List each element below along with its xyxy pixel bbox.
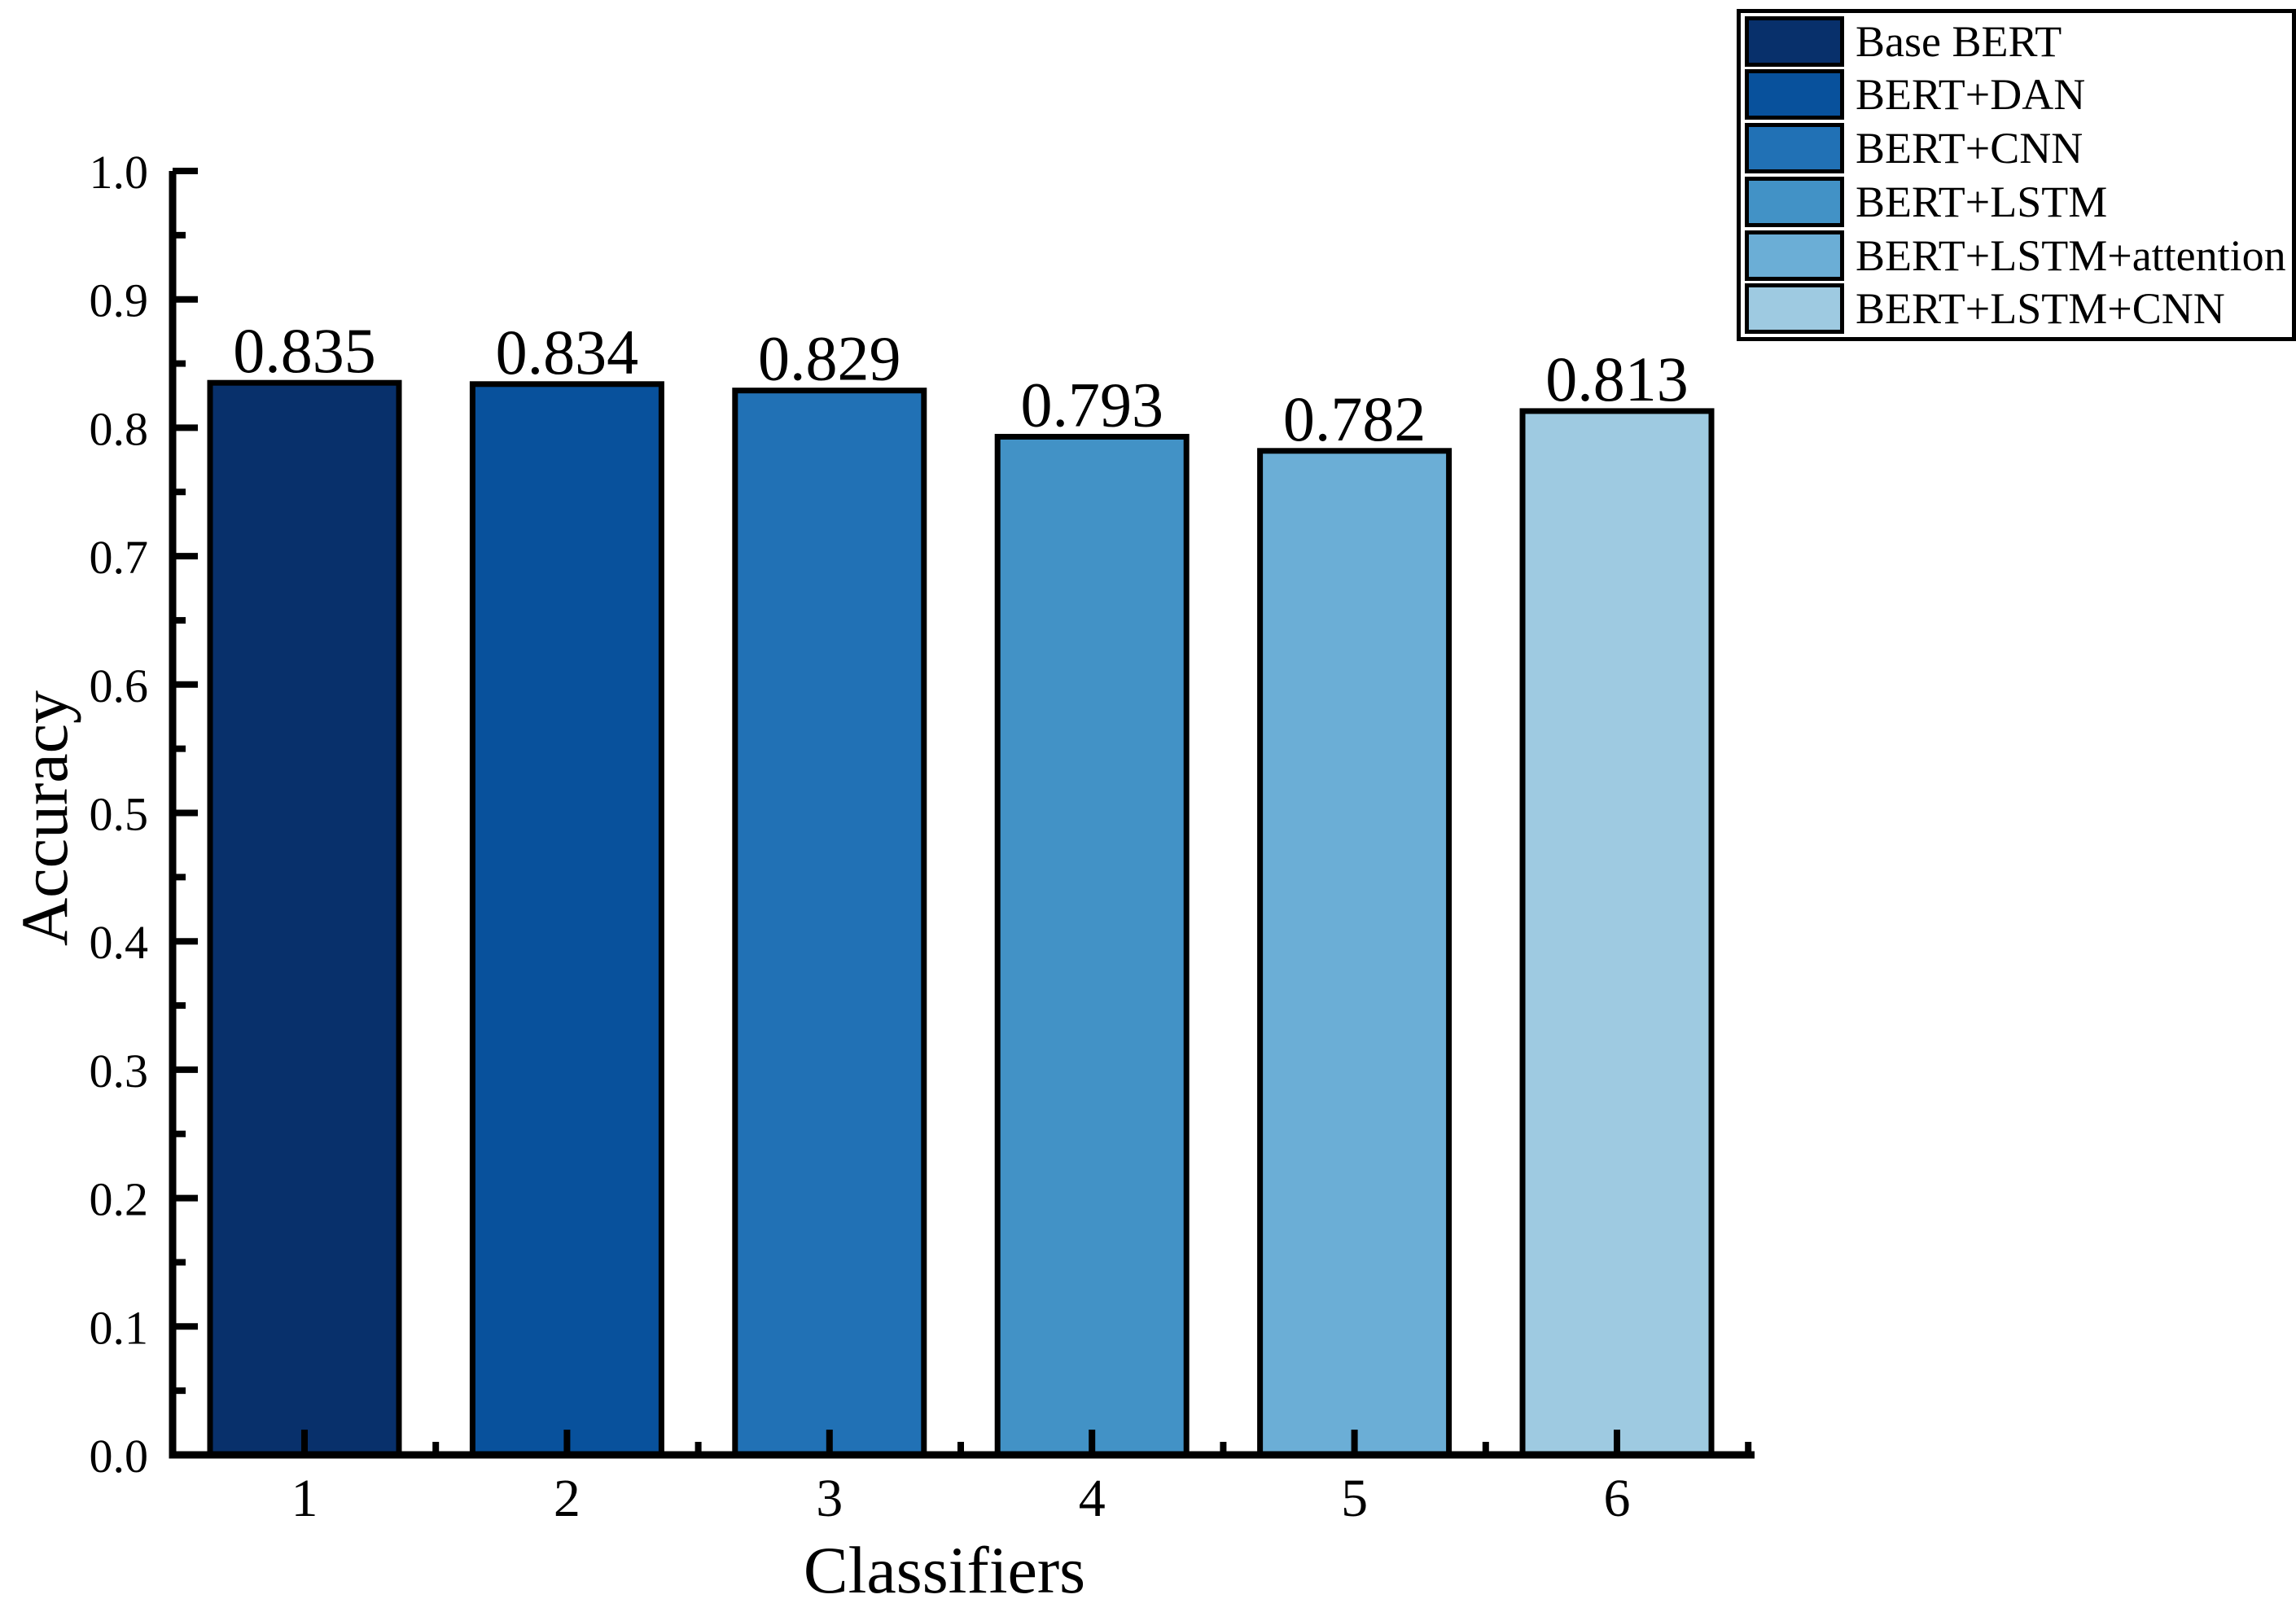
legend-label: BERT+LSTM+attention bbox=[1856, 230, 2286, 280]
y-tick-label-0.4: 0.4 bbox=[90, 916, 149, 969]
x-tick-label-4: 4 bbox=[1079, 1469, 1106, 1528]
bar-value-label-5: 0.782 bbox=[1283, 383, 1426, 454]
x-tick-label-6: 6 bbox=[1604, 1469, 1631, 1528]
y-tick-label-1.0: 1.0 bbox=[90, 146, 149, 199]
legend-swatch-icon bbox=[1745, 283, 1844, 335]
y-tick-label-0.6: 0.6 bbox=[90, 659, 149, 712]
legend-item-2: BERT+DAN bbox=[1745, 69, 2292, 120]
y-tick-label-0.3: 0.3 bbox=[90, 1045, 149, 1097]
legend-label: BERT+CNN bbox=[1856, 124, 2083, 173]
legend-label: Base BERT bbox=[1856, 16, 2062, 66]
y-tick-label-0.1: 0.1 bbox=[90, 1301, 149, 1354]
y-tick-label-0.2: 0.2 bbox=[90, 1173, 149, 1226]
x-tick-label-5: 5 bbox=[1341, 1469, 1368, 1528]
legend-item-6: BERT+LSTM+CNN bbox=[1745, 283, 2292, 335]
bar-2 bbox=[469, 381, 664, 1458]
bar-3 bbox=[732, 388, 927, 1458]
legend-swatch-icon bbox=[1745, 176, 1844, 227]
legend-item-1: Base BERT bbox=[1745, 15, 2292, 67]
y-tick-label-0.9: 0.9 bbox=[90, 274, 149, 327]
bar-1 bbox=[207, 379, 402, 1458]
bar-value-label-2: 0.834 bbox=[496, 317, 639, 388]
x-tick-label-2: 2 bbox=[554, 1469, 581, 1528]
bar-value-label-4: 0.793 bbox=[1020, 369, 1163, 440]
legend-item-4: BERT+LSTM bbox=[1745, 176, 2292, 227]
y-tick-label-0.7: 0.7 bbox=[90, 531, 149, 584]
bar-5 bbox=[1257, 448, 1453, 1458]
legend-label: BERT+DAN bbox=[1856, 70, 2086, 120]
legend-swatch-icon bbox=[1745, 123, 1844, 174]
legend-item-3: BERT+CNN bbox=[1745, 123, 2292, 174]
legend-swatch-icon bbox=[1745, 69, 1844, 120]
bar-value-label-6: 0.813 bbox=[1545, 344, 1689, 414]
y-axis-title: Accuracy bbox=[7, 690, 81, 946]
legend-swatch-icon bbox=[1745, 230, 1844, 281]
y-tick-label-0.8: 0.8 bbox=[90, 402, 149, 455]
bar-value-label-3: 0.829 bbox=[758, 323, 901, 394]
y-tick-label-0.5: 0.5 bbox=[90, 788, 149, 841]
y-tick-label-0.0: 0.0 bbox=[90, 1430, 149, 1483]
legend-swatch-icon bbox=[1745, 15, 1844, 67]
x-tick-label-3: 3 bbox=[816, 1469, 843, 1528]
x-axis-title: Classifiers bbox=[804, 1533, 1085, 1607]
legend-item-5: BERT+LSTM+attention bbox=[1745, 230, 2292, 281]
legend-label: BERT+LSTM bbox=[1856, 177, 2108, 226]
legend-label: BERT+LSTM+CNN bbox=[1856, 284, 2225, 334]
legend: Base BERT BERT+DAN BERT+CNN BERT+LSTM BERT+L… bbox=[1737, 9, 2296, 341]
bar-value-label-1: 0.835 bbox=[233, 315, 376, 386]
bar-4 bbox=[994, 433, 1190, 1458]
bar-6 bbox=[1519, 408, 1715, 1458]
x-tick-label-1: 1 bbox=[291, 1469, 318, 1528]
